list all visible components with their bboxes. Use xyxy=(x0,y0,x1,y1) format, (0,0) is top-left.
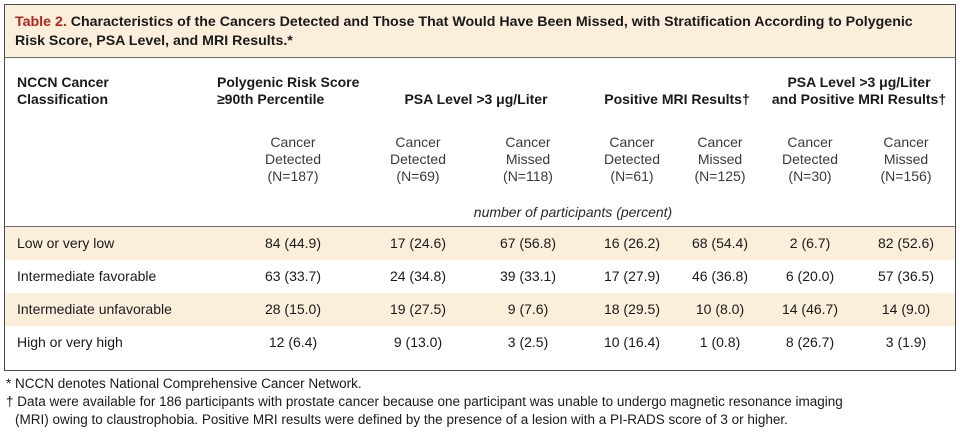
table-cell: 3 (1.9) xyxy=(885,334,927,350)
group-header-line: ≥90th Percentile xyxy=(217,91,325,107)
table-cell: 14 (46.7) xyxy=(781,301,839,317)
table-cell: 28 (15.0) xyxy=(264,301,322,317)
sub-header-line: (N=61) xyxy=(610,168,654,184)
col-header-classification: NCCN Cancer Classification xyxy=(17,74,177,108)
row-label: High or very high xyxy=(17,334,123,350)
row-band xyxy=(5,293,955,326)
table-cell: 9 (7.6) xyxy=(507,301,549,317)
sub-header-line: Cancer xyxy=(609,134,655,150)
sub-header-psa-missed: Cancer Missed (N=118) xyxy=(478,134,578,185)
sub-header-line: (N=187) xyxy=(267,168,319,184)
sub-header-line: Cancer xyxy=(697,134,743,150)
table-cell: 10 (8.0) xyxy=(695,301,745,317)
sub-header-line: Missed xyxy=(883,151,929,167)
sub-header-line: Cancer xyxy=(395,134,441,150)
sub-header-line: (N=30) xyxy=(788,168,832,184)
table-cell: 8 (26.7) xyxy=(785,334,835,350)
sub-header-line: (N=125) xyxy=(694,168,746,184)
sub-header-psa-mri-missed: Cancer Missed (N=156) xyxy=(856,134,956,185)
sub-header-line: Missed xyxy=(697,151,743,167)
sub-header-line: Detected xyxy=(389,151,447,167)
table-cell: 10 (16.4) xyxy=(603,334,661,350)
table-cell: 16 (26.2) xyxy=(603,235,661,251)
table-cell: 24 (34.8) xyxy=(389,268,447,284)
table-cell: 17 (24.6) xyxy=(389,235,447,251)
table-cell: 18 (29.5) xyxy=(603,301,661,317)
table-frame: Table 2. Characteristics of the Cancers … xyxy=(4,4,956,371)
group-header-mri: Positive MRI Results† xyxy=(604,91,750,107)
title-rule xyxy=(5,57,955,58)
row-band xyxy=(5,227,955,260)
sub-header-line: Cancer xyxy=(787,134,833,150)
table-cell: 1 (0.8) xyxy=(699,334,741,350)
row-label: Intermediate unfavorable xyxy=(17,301,172,317)
table-cell: 2 (6.7) xyxy=(789,235,831,251)
group-header-line: and Positive MRI Results† xyxy=(771,91,947,107)
table-cell: 39 (33.1) xyxy=(499,268,557,284)
header-rule xyxy=(5,226,955,227)
group-header-psa-mri: PSA Level >3 μg/Liter and Positive MRI R… xyxy=(767,74,951,108)
footnote-dagger-line2: (MRI) owing to claustrophobia. Positive … xyxy=(15,412,788,427)
table-title: Table 2. Characteristics of the Cancers … xyxy=(5,5,955,57)
table-cell: 12 (6.4) xyxy=(268,334,318,350)
units-label: number of participants (percent) xyxy=(473,204,673,220)
group-header-prs: Polygenic Risk Score ≥90th Percentile xyxy=(217,74,367,108)
table-cell: 9 (13.0) xyxy=(393,334,443,350)
row-label: Intermediate favorable xyxy=(17,268,157,284)
sub-header-prs-detected: Cancer Detected (N=187) xyxy=(243,134,343,185)
group-header-line: PSA Level >3 μg/Liter xyxy=(787,74,931,90)
row-label: Low or very low xyxy=(17,235,115,251)
sub-header-line: (N=156) xyxy=(880,168,932,184)
col-header-line: NCCN Cancer xyxy=(17,74,109,90)
sub-header-line: Detected xyxy=(603,151,661,167)
sub-header-line: Detected xyxy=(264,151,322,167)
footnote-dagger-line1: † Data were available for 186 participan… xyxy=(6,394,843,409)
table-cell: 14 (9.0) xyxy=(881,301,931,317)
sub-header-mri-detected: Cancer Detected (N=61) xyxy=(582,134,682,185)
col-header-line: Classification xyxy=(17,91,109,107)
group-header-line: Polygenic Risk Score xyxy=(217,74,360,90)
sub-header-line: Detected xyxy=(781,151,839,167)
table-number: Table 2. xyxy=(15,14,67,30)
footnote-star: * NCCN denotes National Comprehensive Ca… xyxy=(6,376,362,391)
table-cell: 57 (36.5) xyxy=(877,268,935,284)
sub-header-line: (N=118) xyxy=(503,168,553,184)
table-cell: 84 (44.9) xyxy=(264,235,322,251)
table-cell: 19 (27.5) xyxy=(389,301,447,317)
table-cell: 67 (56.8) xyxy=(499,235,557,251)
sub-header-line: (N=69) xyxy=(396,168,440,184)
sub-header-mri-missed: Cancer Missed (N=125) xyxy=(670,134,770,185)
group-header-psa: PSA Level >3 μg/Liter xyxy=(404,91,548,107)
table-cell: 17 (27.9) xyxy=(603,268,661,284)
sub-header-psa-detected: Cancer Detected (N=69) xyxy=(368,134,468,185)
table-cell: 82 (52.6) xyxy=(877,235,935,251)
sub-header-line: Cancer xyxy=(270,134,316,150)
sub-header-line: Cancer xyxy=(505,134,551,150)
table-cell: 3 (2.5) xyxy=(507,334,549,350)
table-caption: Characteristics of the Cancers Detected … xyxy=(15,14,913,49)
table-cell: 46 (36.8) xyxy=(691,268,749,284)
table-cell: 6 (20.0) xyxy=(785,268,835,284)
table-cell: 63 (33.7) xyxy=(264,268,322,284)
sub-header-line: Missed xyxy=(505,151,551,167)
table-cell: 68 (54.4) xyxy=(691,235,749,251)
sub-header-psa-mri-detected: Cancer Detected (N=30) xyxy=(760,134,860,185)
sub-header-line: Cancer xyxy=(883,134,929,150)
